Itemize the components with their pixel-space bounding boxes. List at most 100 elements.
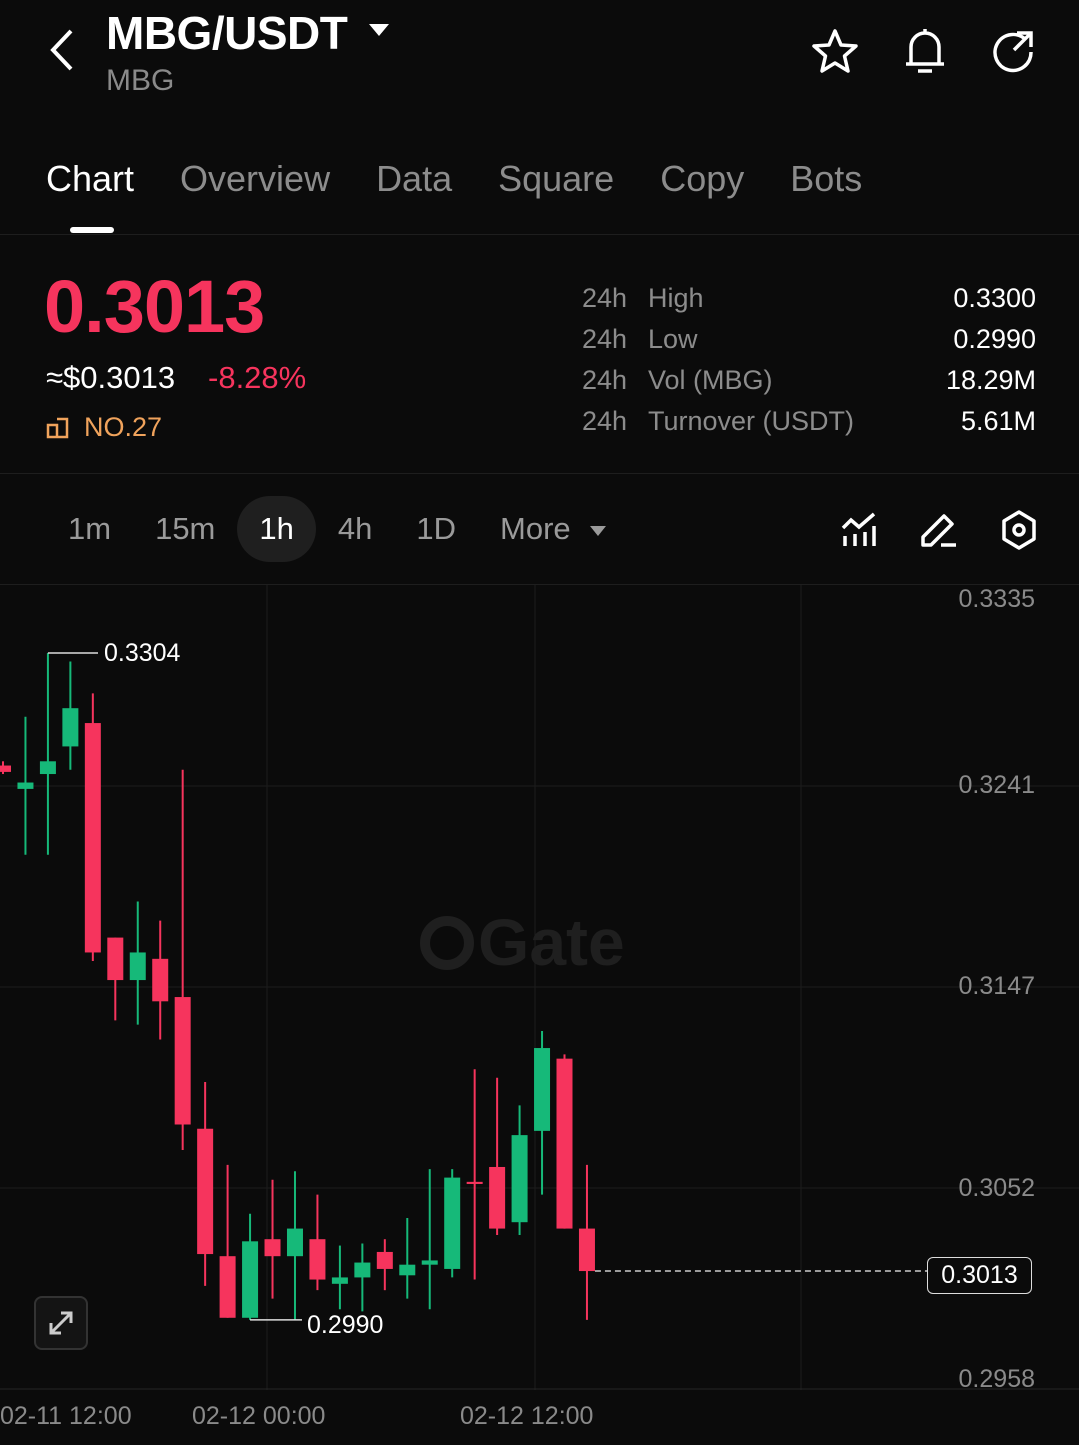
y-tick-label: 0.2958 — [958, 1365, 1035, 1393]
back-icon — [50, 29, 73, 71]
candle — [489, 1077, 506, 1235]
x-tick-label: 02-11 12:00 — [0, 1402, 132, 1430]
candle — [421, 1169, 438, 1310]
stat-value: 18.29M — [945, 365, 1036, 395]
candle-body — [17, 782, 34, 789]
high-label: 0.3304 — [104, 639, 181, 667]
favorite-button[interactable] — [808, 24, 862, 78]
candle — [152, 920, 169, 1040]
stat-period: 24h — [582, 365, 628, 395]
usd-price: ≈$0.3013 — [46, 360, 176, 395]
tab-square[interactable]: Square — [498, 158, 615, 199]
candle-body — [107, 937, 124, 981]
last-price-tag: 0.3013 — [927, 1257, 1032, 1294]
tab-copy[interactable]: Copy — [660, 158, 745, 199]
candle — [17, 716, 34, 855]
candle — [444, 1169, 461, 1278]
tab-overview[interactable]: Overview — [180, 158, 331, 199]
interval-1m[interactable]: 1m — [68, 511, 112, 546]
more-label: More — [500, 511, 571, 546]
tab-bots[interactable]: Bots — [790, 158, 863, 199]
candle-body — [197, 1128, 214, 1255]
caret-down-icon — [368, 23, 389, 36]
candle-body — [309, 1239, 326, 1280]
interval-1d[interactable]: 1D — [416, 511, 456, 546]
x-tick-label: 02-12 00:00 — [192, 1402, 326, 1430]
pencil-icon — [921, 514, 956, 547]
chart-settings-button[interactable] — [996, 506, 1042, 554]
candle — [62, 661, 79, 770]
candle — [242, 1213, 259, 1320]
stat-turnover: 24h Turnover (USDT) 5.61M — [582, 401, 1036, 442]
stat-label: Low — [648, 324, 698, 354]
draw-button[interactable] — [916, 508, 962, 552]
candle — [197, 1082, 214, 1286]
watermark: Gate — [420, 905, 625, 979]
candle-body — [534, 1048, 551, 1131]
watermark-text: Gate — [478, 905, 625, 979]
y-tick-label: 0.3241 — [958, 771, 1035, 799]
rank-badge[interactable]: NO.27 — [46, 412, 162, 443]
tab-chart[interactable]: Chart — [46, 158, 135, 199]
pair-title[interactable]: MBG/USDT — [106, 6, 390, 60]
y-tick-label: 0.3335 — [958, 585, 1035, 613]
candle-body — [556, 1058, 573, 1229]
stat-value: 0.2990 — [953, 324, 1036, 354]
candle-body — [0, 765, 11, 772]
candle — [174, 769, 191, 1150]
candle-body — [219, 1256, 236, 1318]
stat-high: 24h High 0.3300 — [582, 278, 1036, 319]
stats-panel: 24h High 0.3300 24h Low 0.2990 24h Vol (MBG) 1… — [582, 278, 1036, 442]
candle — [264, 1179, 281, 1299]
candle-body — [84, 723, 101, 953]
share-button[interactable] — [986, 24, 1040, 78]
divider — [0, 234, 1079, 235]
alert-button[interactable] — [898, 24, 952, 78]
price-change: -8.28% — [208, 360, 307, 395]
candle-body — [399, 1264, 416, 1276]
candle — [376, 1239, 393, 1291]
candle-body — [129, 952, 146, 981]
candle-body — [331, 1277, 348, 1284]
stat-period: 24h — [582, 324, 628, 354]
settings-icon — [1002, 510, 1036, 550]
divider — [0, 584, 1079, 585]
stat-label: Turnover (USDT) — [648, 406, 855, 436]
indicators-button[interactable] — [836, 508, 882, 552]
back-button[interactable] — [40, 26, 84, 74]
candle-body — [242, 1241, 259, 1318]
stat-period: 24h — [582, 283, 628, 313]
stat-label: Vol (MBG) — [648, 365, 773, 395]
fullscreen-button[interactable] — [34, 1296, 88, 1350]
candle — [578, 1164, 595, 1320]
stat-value: 5.61M — [960, 406, 1036, 436]
indicator-icon — [841, 512, 876, 546]
candle — [84, 693, 101, 961]
candle-body — [174, 997, 191, 1125]
interval-15m[interactable]: 15m — [155, 511, 216, 546]
candle — [466, 1069, 483, 1280]
candle — [399, 1217, 416, 1299]
tab-data[interactable]: Data — [376, 158, 453, 199]
candle — [219, 1164, 236, 1318]
expand-icon — [49, 1311, 73, 1335]
divider — [0, 473, 1079, 474]
rank-text: NO.27 — [84, 412, 163, 442]
candle — [129, 901, 146, 1025]
candle — [354, 1243, 371, 1312]
candle — [0, 761, 11, 775]
interval-1h[interactable]: 1h — [237, 496, 316, 562]
candlestick-chart[interactable]: Gate — [0, 585, 1079, 1390]
low-label: 0.2990 — [307, 1311, 384, 1339]
candle — [556, 1054, 573, 1229]
ranking-icon — [46, 417, 69, 438]
interval-4h[interactable]: 4h — [337, 511, 373, 546]
share-icon — [993, 31, 1033, 73]
candle-body — [376, 1251, 393, 1269]
x-tick-label: 02-12 12:00 — [460, 1402, 594, 1430]
interval-more[interactable]: More — [478, 496, 629, 562]
candle — [309, 1194, 326, 1291]
stat-value: 0.3300 — [953, 283, 1036, 313]
stat-volume: 24h Vol (MBG) 18.29M — [582, 360, 1036, 401]
grid — [0, 585, 1079, 1390]
